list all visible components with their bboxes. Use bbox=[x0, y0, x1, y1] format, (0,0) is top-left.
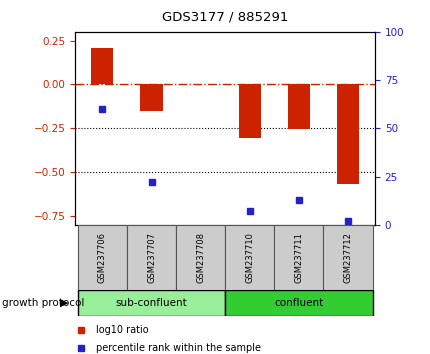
Bar bbox=[238, 85, 260, 138]
FancyBboxPatch shape bbox=[176, 225, 225, 290]
Bar bbox=[287, 85, 309, 129]
FancyBboxPatch shape bbox=[78, 225, 127, 290]
FancyBboxPatch shape bbox=[322, 225, 372, 290]
Text: GSM237707: GSM237707 bbox=[147, 232, 156, 283]
Text: GSM237708: GSM237708 bbox=[196, 232, 205, 283]
Text: GSM237706: GSM237706 bbox=[98, 232, 107, 283]
Text: sub-confluent: sub-confluent bbox=[115, 298, 187, 308]
Text: log10 ratio: log10 ratio bbox=[96, 325, 149, 335]
Text: GSM237710: GSM237710 bbox=[245, 232, 254, 283]
Text: GSM237712: GSM237712 bbox=[343, 232, 352, 283]
FancyBboxPatch shape bbox=[78, 290, 225, 316]
FancyBboxPatch shape bbox=[225, 225, 273, 290]
Bar bbox=[140, 85, 162, 111]
FancyBboxPatch shape bbox=[225, 290, 372, 316]
Text: growth protocol: growth protocol bbox=[2, 298, 84, 308]
Text: GSM237711: GSM237711 bbox=[294, 232, 303, 283]
FancyBboxPatch shape bbox=[127, 225, 176, 290]
FancyBboxPatch shape bbox=[273, 225, 322, 290]
Bar bbox=[91, 48, 113, 85]
Text: percentile rank within the sample: percentile rank within the sample bbox=[96, 343, 261, 353]
Bar bbox=[336, 85, 358, 184]
Text: ▶: ▶ bbox=[60, 298, 69, 308]
Text: GDS3177 / 885291: GDS3177 / 885291 bbox=[162, 11, 288, 24]
Text: confluent: confluent bbox=[273, 298, 323, 308]
